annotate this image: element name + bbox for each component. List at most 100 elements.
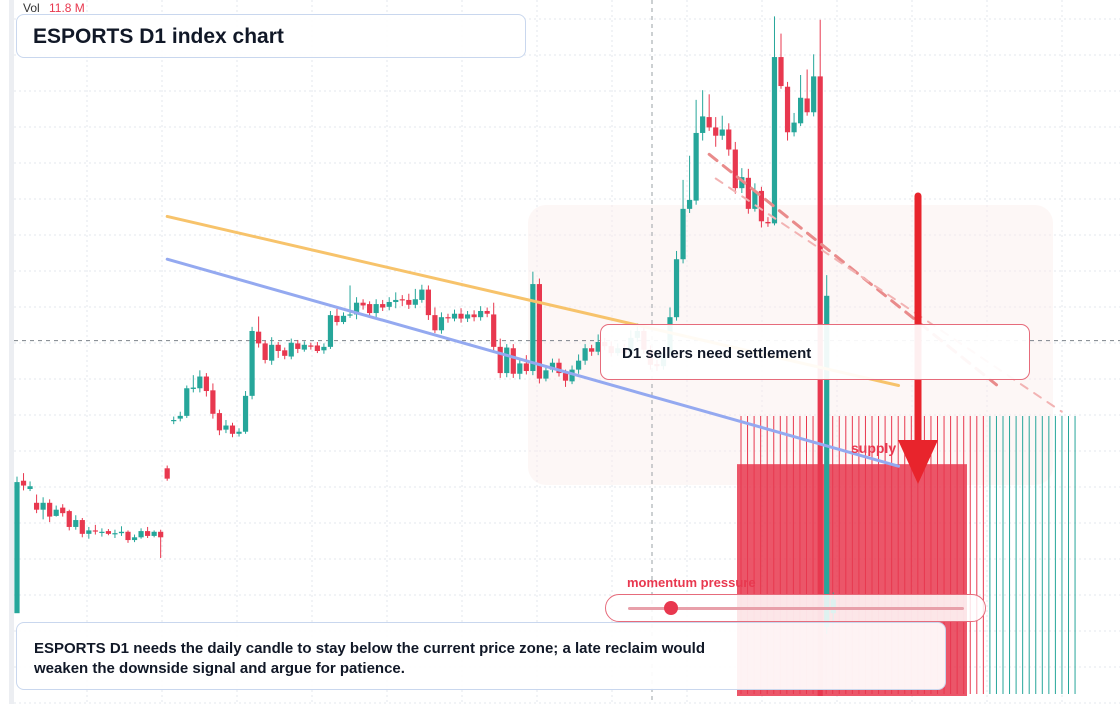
candle-body <box>327 315 334 347</box>
candle-body <box>451 313 458 319</box>
candle-body <box>40 502 46 510</box>
candle-body <box>471 314 477 318</box>
candle-body <box>726 129 732 150</box>
supply-label: supply <box>851 440 897 456</box>
candle-body <box>373 304 379 314</box>
volume-value: 11.8 M <box>49 1 85 15</box>
candle-body <box>20 480 27 486</box>
candle-body <box>523 363 529 372</box>
candle-body <box>706 117 712 128</box>
candle-body <box>334 315 340 323</box>
candle-body <box>242 395 249 432</box>
callout-text: D1 sellers need settlement <box>622 345 812 362</box>
candle-body <box>66 511 72 527</box>
candle-body <box>412 299 418 305</box>
candle-body <box>517 363 523 374</box>
candle-body <box>190 387 196 389</box>
callout-box: D1 sellers need settlement <box>600 324 1030 380</box>
candle-body <box>269 344 275 361</box>
candle-body <box>445 317 451 319</box>
left-axis-strip <box>9 0 14 704</box>
candle-body <box>73 520 79 527</box>
candle-body <box>256 331 262 344</box>
candle-body <box>484 310 490 314</box>
candle-body <box>543 370 549 379</box>
candle-body <box>491 314 497 347</box>
candle-body <box>360 302 366 306</box>
candle-body <box>562 373 569 381</box>
candle-body <box>203 376 209 392</box>
candle-body <box>575 360 582 370</box>
candle-body <box>758 190 765 222</box>
candle-body <box>784 86 791 133</box>
candle-body <box>216 413 223 431</box>
candle-body <box>105 531 112 534</box>
candle-body <box>582 348 588 361</box>
trendline-light <box>714 177 1063 413</box>
footer-note: ESPORTS D1 needs the daily candle to sta… <box>16 622 946 690</box>
candle-body <box>589 348 595 352</box>
candle-body <box>425 289 431 316</box>
candle-body <box>314 345 320 351</box>
candle-body <box>210 390 216 414</box>
candle-body <box>530 284 536 372</box>
candle-body <box>438 317 445 331</box>
candle-body <box>817 76 823 696</box>
candle-body <box>791 122 797 133</box>
candle-body <box>693 132 699 201</box>
candle-body <box>112 533 118 535</box>
candle-body <box>340 315 347 323</box>
candle-body <box>308 345 314 347</box>
candle-body <box>399 299 405 301</box>
candle-body <box>752 190 758 209</box>
candle-body <box>569 369 575 382</box>
candle-body <box>464 314 471 319</box>
candle-body <box>99 531 105 533</box>
candle-body <box>177 415 183 419</box>
candle-body <box>798 97 804 124</box>
candle-body <box>282 350 288 356</box>
candle-body <box>510 348 516 374</box>
candle-body <box>811 76 817 113</box>
candle-body <box>765 221 771 224</box>
candle-body <box>549 362 556 370</box>
candle-body <box>53 509 59 516</box>
candle-body <box>380 304 386 308</box>
momentum-track <box>628 607 964 610</box>
candle-body <box>33 502 40 510</box>
candle-body <box>732 149 738 189</box>
candle-body <box>778 57 784 87</box>
candle-body <box>262 343 268 360</box>
candle-body <box>595 342 601 352</box>
candle-body <box>164 468 170 479</box>
candle-body <box>680 208 686 260</box>
candle-body <box>536 284 542 379</box>
candle-body <box>478 310 484 318</box>
candle-body <box>138 531 144 538</box>
candle-body <box>60 507 66 514</box>
candle-body <box>353 302 360 315</box>
momentum-label: momentum pressure <box>627 575 756 590</box>
candle-body <box>497 346 503 374</box>
candle-body <box>197 376 203 389</box>
chart-title: ESPORTS D1 index chart <box>33 25 284 48</box>
candle-body <box>347 314 353 316</box>
momentum-slider[interactable] <box>605 594 986 622</box>
candle-body <box>223 425 229 430</box>
candle-body <box>249 330 255 396</box>
footer-text: ESPORTS D1 needs the daily candle to sta… <box>34 640 706 677</box>
candle-body <box>458 313 464 319</box>
momentum-thumb[interactable] <box>663 601 678 615</box>
volume-label: Vol <box>23 1 40 15</box>
candle-body <box>151 531 157 536</box>
candle-body <box>125 531 131 541</box>
candle-body <box>386 302 392 307</box>
candle-body <box>295 343 301 349</box>
candle-body <box>288 342 294 357</box>
candle-body <box>556 362 562 374</box>
candle-body <box>171 420 177 422</box>
candle-body <box>79 520 85 534</box>
candle-body <box>673 259 680 318</box>
candle-body <box>92 530 98 532</box>
candle-body <box>321 346 327 351</box>
